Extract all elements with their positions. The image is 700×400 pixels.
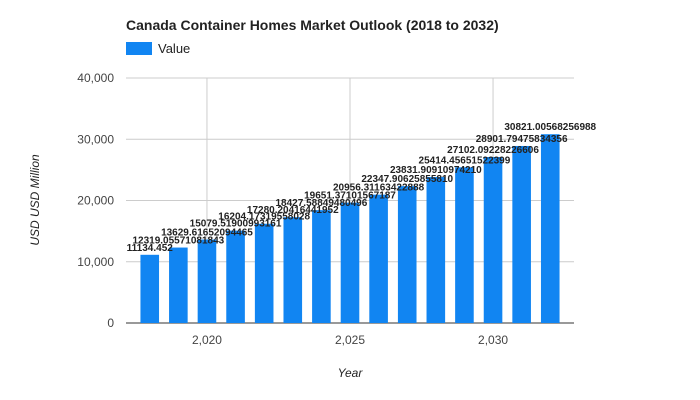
bar-2020[interactable] bbox=[197, 239, 217, 323]
data-label-2030: 27102.09228226606 bbox=[447, 145, 539, 156]
data-label-2023: 17280.20416441952 bbox=[247, 205, 339, 216]
y-tick-label: 10,000 bbox=[77, 255, 114, 269]
bar-2028[interactable] bbox=[426, 177, 446, 323]
x-axis-ticks: 2,020 2,025 2,030 bbox=[192, 333, 508, 347]
data-label-2022: 16204.17319558028 bbox=[218, 212, 310, 223]
data-label-2031: 28901.79475834356 bbox=[476, 134, 568, 145]
bar-2026[interactable] bbox=[369, 194, 388, 323]
bar-2024[interactable] bbox=[312, 210, 331, 323]
y-axis-ticks: 0 10,000 20,000 30,000 40,000 bbox=[77, 71, 114, 330]
bar-2022[interactable] bbox=[254, 223, 274, 323]
bars bbox=[140, 134, 560, 323]
bar-2021[interactable] bbox=[226, 230, 245, 323]
chart-title: Canada Container Homes Market Outlook (2… bbox=[126, 17, 499, 33]
bar-2018[interactable] bbox=[140, 254, 160, 323]
y-axis-title: USD USD Million bbox=[28, 154, 42, 246]
data-label-2020: 13629.61652094465 bbox=[161, 228, 253, 239]
bar-2023[interactable] bbox=[283, 217, 303, 323]
bar-2032[interactable] bbox=[540, 134, 560, 323]
bar-2029[interactable] bbox=[455, 167, 474, 323]
data-label-2028: 23831.90910974210 bbox=[390, 165, 482, 176]
data-label-2024: 18427.58849480496 bbox=[276, 198, 368, 209]
x-tick-label: 2,030 bbox=[478, 333, 508, 347]
data-label-2025: 19651.37101567187 bbox=[304, 191, 396, 202]
bar-2027[interactable] bbox=[397, 186, 417, 323]
y-tick-label: 0 bbox=[107, 316, 114, 330]
x-tick-label: 2,020 bbox=[192, 333, 222, 347]
y-tick-label: 20,000 bbox=[77, 194, 114, 208]
data-labels: 11134.45212319.0557108184313629.61652094… bbox=[127, 122, 597, 254]
data-label-2026: 20956.31163422888 bbox=[333, 183, 425, 194]
bar-2031[interactable] bbox=[512, 145, 531, 323]
legend-swatch-value[interactable] bbox=[126, 42, 152, 55]
y-tick-label: 40,000 bbox=[77, 71, 114, 85]
data-label-2018: 11134.452 bbox=[127, 243, 174, 254]
bar-2025[interactable] bbox=[340, 202, 360, 323]
bar-2019[interactable] bbox=[169, 247, 188, 323]
data-label-2019: 12319.05571081843 bbox=[132, 236, 224, 247]
data-label-2032: 30821.00568256988 bbox=[504, 122, 596, 133]
x-tick-label: 2,025 bbox=[335, 333, 365, 347]
data-label-2029: 25414.45651522399 bbox=[419, 155, 511, 166]
data-label-2027: 22347.90625855810 bbox=[361, 174, 453, 185]
y-tick-label: 30,000 bbox=[77, 132, 114, 146]
bar-2030[interactable] bbox=[483, 156, 503, 323]
legend-label-value[interactable]: Value bbox=[158, 41, 190, 56]
x-axis-title: Year bbox=[338, 366, 364, 380]
data-label-2021: 15079.51900993161 bbox=[190, 219, 282, 230]
